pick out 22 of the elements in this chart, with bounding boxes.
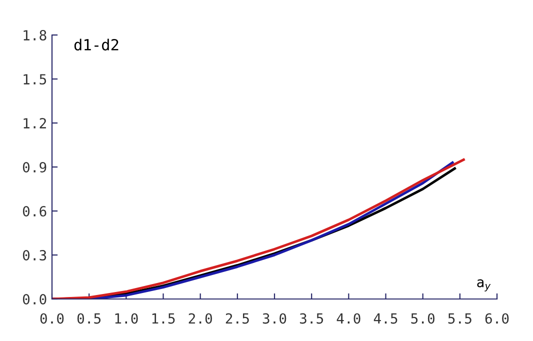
x-tick-label: 3.5: [300, 313, 324, 324]
x-tick-label: 4.5: [374, 313, 398, 324]
x-tick-label: 0.5: [77, 313, 101, 324]
x-tick-label: 2.0: [188, 313, 212, 324]
x-tick-label: 1.5: [152, 313, 175, 324]
x-tick-label: 1.0: [115, 313, 138, 324]
y-tick-label: 0.0: [22, 294, 46, 305]
x-tick-label: 2.5: [226, 313, 249, 324]
y-tick-label: 0.9: [22, 162, 46, 173]
x-tick-label: 5.0: [411, 313, 434, 324]
x-axis-title: a$_{y}$: [477, 279, 491, 292]
y-tick-label: 0.3: [22, 250, 46, 261]
x-tick-label: 5.5: [448, 313, 472, 324]
x-tick-label: 4.0: [336, 313, 360, 324]
x-tick-label: 6.0: [485, 313, 509, 324]
y-tick-label: 0.6: [22, 206, 46, 217]
y-axis-title: d1-d2: [74, 38, 118, 51]
y-tick-label: 1.2: [24, 118, 46, 128]
x-tick-label: 0.0: [40, 313, 64, 324]
x-tick-label: 3.0: [262, 313, 286, 324]
y-tick-label: 1.5: [24, 74, 46, 85]
y-tick-label: 1.8: [24, 30, 46, 41]
